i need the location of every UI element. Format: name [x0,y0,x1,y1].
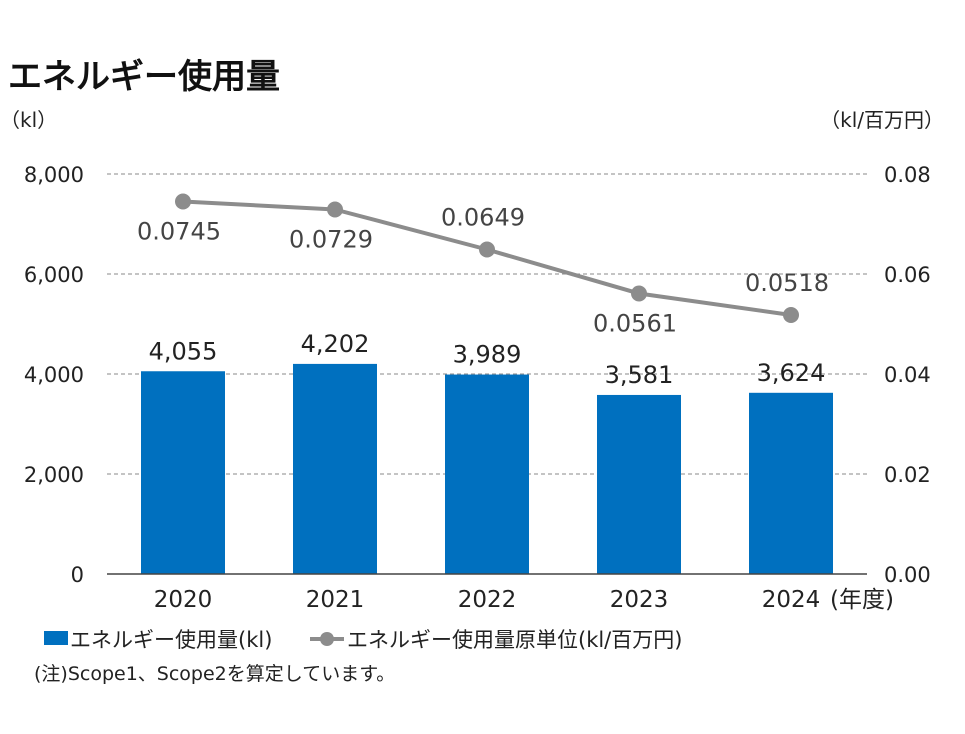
bar-layer [141,363,833,574]
category-label: 2024 [762,587,821,613]
line-marker [783,307,799,323]
left-tick-label: 8,000 [24,163,84,187]
line-value-label: 0.0561 [593,310,677,338]
category-label: 2023 [610,587,669,613]
bar [749,392,833,574]
legend-swatch-marker [320,632,334,646]
line-layer [175,193,799,323]
right-tick-label: 0.08 [884,163,931,187]
legend-label-line: エネルギー使用量原単位(kl/百万円) [347,628,682,652]
line-value-label: 0.0518 [745,269,829,297]
line-marker [631,285,647,302]
chart-title: エネルギー使用量 [8,57,280,97]
left-tick-label: 2,000 [24,463,84,487]
bar-value-label: 4,055 [149,337,218,365]
legend: エネルギー使用量(kl) エネルギー使用量原単位(kl/百万円) [44,628,682,652]
bar [141,371,225,574]
bar [293,363,377,574]
left-tick-label: 6,000 [24,263,84,287]
line-value-label: 0.0745 [137,218,221,246]
right-tick-label: 0.00 [884,563,931,587]
right-tick-label: 0.06 [884,263,931,287]
bar [597,394,681,574]
chart-note: (注)Scope1、Scope2を算定しています。 [34,663,395,685]
line-value-label: 0.0649 [441,204,525,232]
left-tick-label: 4,000 [24,363,84,387]
legend-label-bar: エネルギー使用量(kl) [70,628,272,652]
axis-layer: 0 0.00 2,000 0.02 4,000 0.04 6,000 0.06 8,000 0.0… [24,163,931,613]
legend-swatch-bar [44,631,68,645]
right-tick-label: 0.04 [884,363,931,387]
bar-value-label: 4,202 [301,330,370,358]
category-label: 2020 [154,587,213,613]
line-marker [175,193,191,210]
line-marker [479,241,495,258]
x-unit-label: (年度) [830,587,894,613]
bar-value-label: 3,581 [605,361,674,389]
category-label: 2021 [306,587,365,613]
line-value-label: 0.0729 [289,226,373,254]
bar-value-label: 3,624 [757,359,826,387]
left-axis-unit: （kl） [0,108,57,132]
bar-value-label: 3,989 [453,341,522,369]
right-axis-unit: （kl/百万円） [820,108,944,132]
right-tick-label: 0.02 [884,463,931,487]
line-marker [327,201,343,218]
bar [445,374,529,574]
left-tick-label: 0 [71,563,84,587]
category-label: 2022 [458,587,517,613]
label-layer: 4,055 4,202 3,989 3,581 3,624 0.0745 0.0729 0.0… [137,204,829,389]
